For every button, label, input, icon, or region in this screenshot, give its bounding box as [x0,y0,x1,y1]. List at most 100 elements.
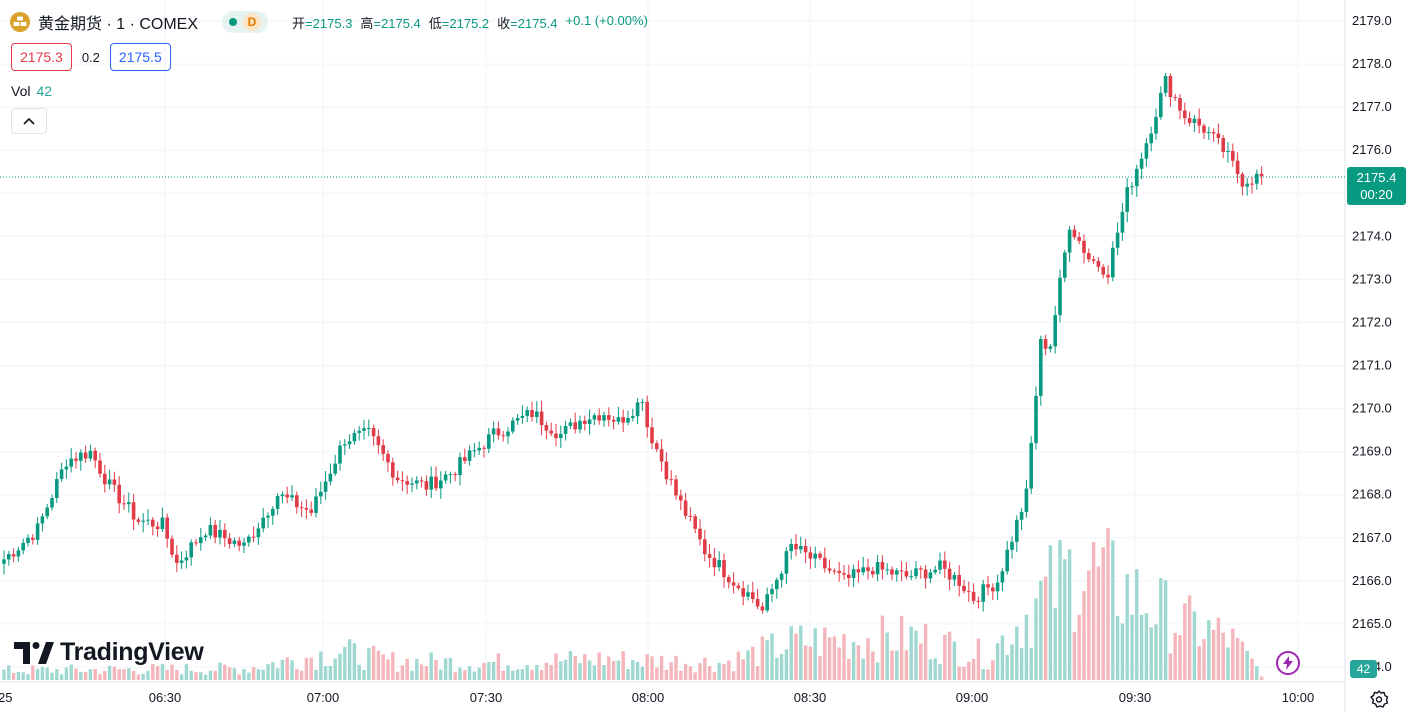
candle-body [1130,186,1134,188]
ask-price-button[interactable]: 2175.5 [109,43,171,71]
volume-bar [194,672,198,680]
volume-bar [208,670,213,680]
candle-body [83,452,88,459]
symbol-title[interactable]: 黄金期货 · 1 · COMEX [38,16,199,33]
collapse-legend-button[interactable] [11,108,47,134]
candle-body [165,517,169,539]
chevron-up-icon [23,117,35,125]
volume-bar [1163,580,1168,680]
candle-body [717,560,721,568]
candle-body [1178,97,1182,111]
volume-legend[interactable]: Vol 42 [11,83,52,99]
volume-bar [770,633,774,680]
volume-bar [295,668,299,680]
candle-body [779,573,784,580]
candle-body [991,587,995,592]
candle-body [1235,160,1240,175]
candle-body [741,588,745,597]
candle-body [1211,132,1216,134]
candle-body [21,542,25,551]
volume-bar [453,672,457,680]
candle-body [338,445,342,464]
volume-bar [271,662,275,680]
volume-bar [635,662,640,680]
volume-bar [602,665,606,680]
volume-bar [213,670,217,680]
candle-body [218,529,222,538]
bid-price-button[interactable]: 2175.3 [11,43,72,71]
candle-body [251,536,256,538]
candle-body [602,415,606,421]
candle-body [314,496,318,513]
volume-bar [285,657,289,680]
volume-bar [501,670,505,680]
volume-bar [520,669,525,680]
candle-body [621,417,625,423]
market-status-pill[interactable]: D [222,11,269,33]
candle-body [237,540,241,546]
candle-body [491,428,496,435]
candle-body [727,577,731,583]
candle-body [923,569,928,579]
candle-body [895,570,899,575]
candle-body [722,560,726,578]
candle-body [1005,549,1009,572]
candle-body [655,443,659,450]
volume-bar [799,625,803,680]
volume-bar [583,654,587,680]
lightning-icon[interactable] [1276,651,1300,675]
candle-body [50,497,54,508]
candle-body [597,415,601,421]
candle-body [463,457,467,461]
candle-body [1039,339,1043,396]
candle-body [967,591,971,593]
candle-body [280,494,285,497]
volume-bar [573,656,577,680]
volume-bar [611,661,616,680]
volume-bar [813,628,817,680]
candle-body [971,591,976,601]
candle-body [554,433,558,439]
candle-body [333,463,337,474]
candle-body [487,434,491,449]
volume-bar [429,652,433,680]
candle-body [127,502,131,505]
candle-body [1058,277,1062,316]
volume-bar [765,640,769,680]
volume-bar [890,650,894,680]
volume-bar [487,662,491,680]
candle-body [400,480,405,482]
time-axis-label: 09:30 [1119,690,1152,705]
candle-body [319,491,323,497]
gold-futures-icon[interactable] [10,12,30,32]
time-axis-label: 10:00 [1282,690,1315,705]
volume-bar [539,669,544,680]
volume-bar [151,664,155,680]
candle-body [650,427,654,444]
candle-body [1077,237,1081,241]
candle-body [496,428,501,436]
candle-body [803,546,808,553]
volume-bar [391,652,395,680]
candle-body [69,458,73,467]
candle-body [885,569,889,571]
volume-label: Vol [11,83,31,99]
candle-body [611,419,616,422]
volume-bar [141,673,145,680]
candle-body [808,552,813,559]
candle-body [1245,183,1249,187]
settings-gear-icon[interactable] [1369,689,1389,714]
volume-bar [1192,611,1197,680]
volume-bar [11,672,16,680]
candle-body [823,557,827,569]
volume-bar [597,652,601,680]
volume-bar [1091,541,1096,680]
candle-body [760,606,765,611]
tradingview-logo[interactable]: TradingView [14,638,204,667]
volume-bar [1058,539,1062,680]
candle-body [1163,76,1168,93]
candle-body [93,450,97,461]
volume-bar [367,648,371,680]
volume-bar [698,663,702,680]
